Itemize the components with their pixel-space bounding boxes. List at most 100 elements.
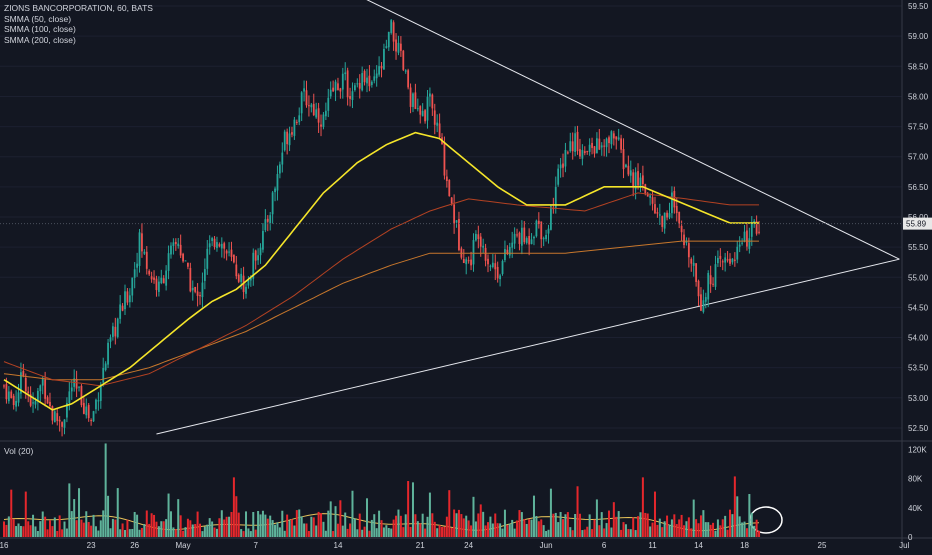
candle-body: [124, 291, 126, 310]
candle-body: [508, 246, 511, 256]
volume-bar: [591, 529, 594, 537]
candle-body: [237, 274, 240, 282]
volume-bar: [608, 510, 610, 537]
volume-bar: [5, 524, 8, 537]
volume-bar: [404, 514, 407, 537]
candle-body: [346, 70, 349, 98]
volume-bar: [358, 513, 361, 537]
candle-body: [29, 394, 32, 406]
volume-bar: [615, 516, 618, 537]
volume-bar: [685, 521, 688, 537]
candle-body: [257, 255, 259, 261]
volume-bar: [724, 515, 727, 537]
candle-body: [44, 379, 47, 399]
candle-body: [443, 142, 446, 176]
candle-body: [380, 65, 383, 69]
candle-body: [56, 413, 59, 421]
volume-bar: [532, 495, 535, 537]
candle-body: [128, 295, 131, 303]
volume-bar: [252, 511, 255, 537]
candle-body: [375, 73, 378, 79]
candle-body: [230, 249, 233, 257]
candle-body: [107, 342, 109, 365]
candle-body: [68, 391, 71, 403]
candle-body: [41, 377, 44, 386]
indicator-smma100[interactable]: SMMA (100, close): [4, 24, 76, 34]
candle-body: [387, 31, 390, 48]
volume-bar: [145, 510, 148, 537]
volume-bar: [617, 511, 620, 537]
candle-body: [649, 195, 652, 198]
candle-body: [162, 278, 165, 284]
volume-bar: [402, 527, 405, 537]
candle-body: [675, 205, 678, 214]
candle-body: [119, 304, 122, 319]
volume-bar: [336, 523, 339, 537]
volume-bar: [670, 519, 673, 537]
volume-bar: [520, 512, 523, 537]
volume-bar: [160, 521, 163, 537]
candle-body: [75, 378, 78, 389]
candle-body: [5, 384, 8, 400]
volume-bar: [525, 523, 528, 537]
candle-body: [70, 387, 73, 392]
volume-bar: [56, 530, 59, 537]
candle-body: [322, 114, 325, 127]
volume-label[interactable]: Vol (20): [4, 446, 34, 456]
time-tick-label: 11: [648, 541, 657, 550]
volume-bar: [276, 522, 279, 537]
volume-bar: [712, 522, 715, 537]
volume-bar: [148, 523, 151, 537]
volume-bar: [247, 528, 250, 537]
candle-body: [550, 206, 552, 230]
volume-bar: [269, 515, 272, 537]
candle-body: [196, 291, 199, 296]
candle-body: [278, 164, 281, 174]
volume-bar: [165, 519, 168, 537]
volume-bar: [721, 519, 724, 537]
volume-bar: [542, 525, 545, 537]
candle-body: [421, 110, 424, 117]
candle-body: [484, 247, 487, 261]
candle-body: [114, 326, 117, 337]
candle-body: [668, 213, 671, 218]
candle-body: [520, 227, 523, 246]
price-tick-label: 58.50: [908, 62, 929, 71]
candle-body: [683, 234, 685, 246]
volume-bar: [482, 511, 485, 537]
volume-bar: [731, 514, 734, 537]
indicator-smma200[interactable]: SMMA (200, close): [4, 34, 76, 45]
candle-body: [402, 50, 405, 70]
volume-bar: [637, 516, 640, 537]
candle-body: [581, 149, 584, 159]
candle-body: [170, 245, 172, 255]
volume-bar: [213, 527, 216, 537]
volume-tick-label: 0: [908, 533, 913, 542]
volume-bar: [474, 521, 477, 537]
volume-bar: [494, 513, 497, 537]
candle-body: [632, 172, 635, 188]
volume-bar: [489, 516, 492, 537]
time-tick-label: 23: [87, 541, 96, 550]
volume-bar: [629, 529, 632, 537]
candle-body: [233, 254, 235, 263]
candle-body: [746, 230, 748, 247]
candle-body: [733, 259, 736, 261]
volume-bar: [230, 511, 233, 537]
candle-body: [298, 115, 301, 123]
candle-body: [557, 168, 560, 185]
trendlines[interactable]: [156, 0, 900, 534]
candle-body: [344, 72, 347, 75]
price-tick-label: 57.50: [908, 123, 929, 132]
candle-body: [692, 262, 695, 266]
volume-bar: [339, 500, 342, 537]
candle-body: [133, 269, 136, 278]
volume-bar: [232, 477, 235, 537]
indicator-smma50[interactable]: SMMA (50, close): [4, 13, 72, 24]
candle-body: [247, 279, 250, 286]
volume-bar: [441, 526, 444, 537]
candle-body: [591, 142, 593, 148]
candle-body: [228, 251, 230, 253]
